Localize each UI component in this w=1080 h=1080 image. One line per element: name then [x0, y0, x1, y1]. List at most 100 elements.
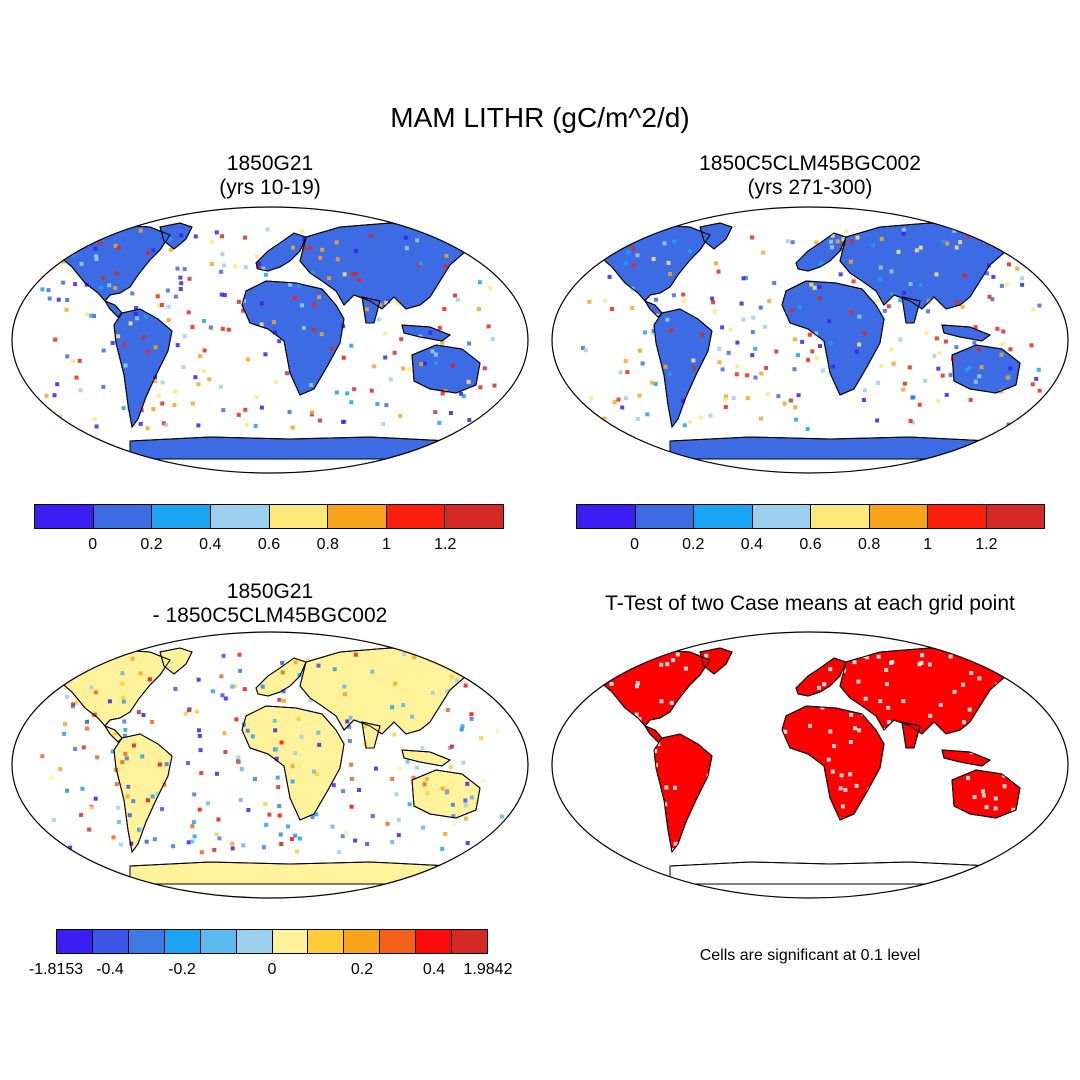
grid-cell [651, 257, 656, 261]
grid-cell [301, 325, 306, 330]
grid-cell [890, 292, 895, 297]
grid-cell [162, 782, 167, 787]
grid-cell [581, 233, 586, 238]
grid-cell [682, 299, 687, 303]
grid-cell [928, 713, 933, 718]
grid-cell [297, 283, 302, 288]
grid-cell [1037, 388, 1042, 393]
grid-cell [879, 364, 884, 369]
grid-cell [879, 236, 884, 241]
grid-cell [747, 726, 752, 730]
grid-cell [349, 400, 354, 405]
grid-cell [895, 843, 900, 848]
colorbar-swatch [164, 930, 201, 953]
grid-cell [669, 328, 674, 333]
grid-cell [1002, 784, 1007, 789]
grid-cell [221, 408, 226, 413]
grid-cell [818, 296, 822, 301]
grid-cell [599, 753, 604, 758]
grid-cell [125, 794, 130, 799]
grid-cell [786, 705, 791, 710]
grid-cell [724, 665, 729, 670]
grid-cell [214, 230, 219, 235]
grid-cell [215, 771, 219, 776]
colorbar-swatch [200, 930, 237, 953]
grid-cell [666, 714, 671, 719]
grid-cell [580, 346, 585, 350]
grid-cell [236, 299, 241, 304]
grid-cell [401, 703, 406, 708]
grid-cell [659, 804, 664, 809]
grid-cell [420, 746, 425, 751]
grid-cell [948, 373, 953, 377]
grid-cell [316, 730, 321, 735]
panel-1-colorbar-labels: 0 0.2 0.4 0.6 0.8 1 1.2 [34, 536, 504, 556]
continent-north-america [41, 649, 171, 727]
grid-cell [949, 790, 954, 795]
grid-cell [587, 421, 592, 426]
grid-cell [135, 316, 140, 321]
grid-cell [274, 380, 279, 384]
grid-cell [700, 333, 704, 337]
grid-cell [347, 739, 352, 743]
grid-cell [61, 280, 66, 285]
grid-cell [341, 789, 346, 794]
grid-cell [122, 342, 127, 347]
grid-cell [693, 830, 698, 835]
grid-cell [753, 346, 758, 351]
grid-cell [219, 292, 224, 297]
continent-australia [951, 769, 1021, 819]
grid-cell [999, 283, 1004, 288]
coastline-europe [255, 232, 307, 272]
grid-cell [331, 783, 336, 788]
grid-cell [55, 382, 60, 387]
panel-3-colorbar [56, 929, 488, 954]
grid-cell [992, 692, 996, 697]
grid-cell [995, 326, 1000, 331]
grid-cell [961, 720, 966, 725]
grid-cell [723, 397, 728, 402]
grid-cell [349, 804, 354, 809]
grid-cell [1036, 367, 1041, 372]
grid-cell [160, 807, 164, 812]
grid-cell [297, 672, 302, 677]
grid-cell [1023, 815, 1028, 820]
grid-cell [938, 702, 943, 707]
grid-cell [58, 848, 63, 853]
map-border [11, 631, 529, 899]
panel-4-map [551, 631, 1069, 899]
grid-cell [651, 328, 656, 333]
grid-cell [459, 391, 463, 396]
grid-cell [831, 364, 836, 369]
grid-cell [596, 724, 600, 729]
grid-cell [267, 812, 272, 817]
grid-cell [993, 796, 998, 801]
grid-cell [809, 282, 814, 287]
grid-cell [936, 399, 941, 404]
grid-cell [92, 417, 97, 422]
grid-cell [199, 771, 204, 775]
grid-cell [632, 654, 637, 658]
grid-cell [754, 728, 759, 733]
colorbar-swatch [93, 505, 153, 528]
grid-cell [759, 371, 764, 376]
grid-cell [1011, 807, 1016, 812]
grid-cell [898, 843, 903, 848]
grid-cell [253, 424, 258, 428]
grid-cell [1008, 366, 1013, 371]
grid-cell [948, 654, 953, 659]
grid-cell [924, 330, 929, 335]
grid-cell [975, 248, 980, 253]
grid-cell [178, 275, 183, 280]
grid-cell [159, 303, 164, 307]
grid-cell [761, 726, 766, 731]
grid-cell [655, 313, 660, 318]
grid-cell [618, 798, 623, 803]
grid-cell [753, 738, 758, 743]
grid-cell [693, 244, 698, 249]
grid-cell [282, 698, 287, 703]
grid-cell [99, 285, 104, 290]
grid-cell [886, 720, 891, 725]
grid-cell [199, 850, 204, 855]
grid-cell [289, 837, 294, 842]
